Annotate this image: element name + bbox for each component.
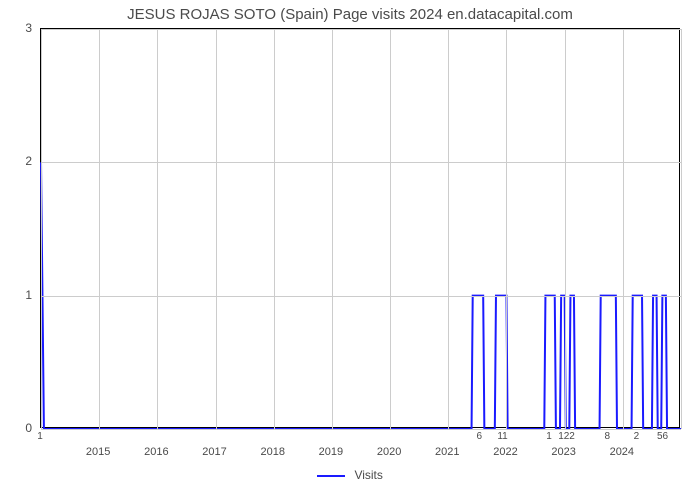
xtick-label: 2023 bbox=[551, 446, 575, 458]
sub-tick-label: 6 bbox=[476, 431, 482, 442]
ytick-label: 0 bbox=[12, 421, 32, 435]
xtick-label: 2018 bbox=[260, 446, 284, 458]
sub-tick-label: 8 bbox=[604, 431, 610, 442]
chart-container: { "chart": { "type": "line", "title": "J… bbox=[0, 0, 700, 500]
sub-tick-label: 2 bbox=[634, 431, 640, 442]
xtick-label: 2017 bbox=[202, 446, 226, 458]
gridline-vertical bbox=[216, 29, 217, 429]
xtick-label: 2016 bbox=[144, 446, 168, 458]
legend-label: Visits bbox=[354, 468, 382, 482]
gridline-vertical bbox=[623, 29, 624, 429]
ytick-label: 1 bbox=[12, 288, 32, 302]
chart-title: JESUS ROJAS SOTO (Spain) Page visits 202… bbox=[0, 6, 700, 23]
legend: Visits bbox=[0, 468, 700, 482]
xtick-label: 2015 bbox=[86, 446, 110, 458]
gridline-vertical bbox=[565, 29, 566, 429]
gridline-vertical bbox=[157, 29, 158, 429]
gridline-vertical bbox=[390, 29, 391, 429]
xtick-label: 2024 bbox=[610, 446, 634, 458]
sub-tick-label: 1 bbox=[546, 431, 552, 442]
xtick-label: 2020 bbox=[377, 446, 401, 458]
sub-tick-label: 122 bbox=[558, 431, 575, 442]
ytick-label: 3 bbox=[12, 21, 32, 35]
sub-tick-label: 11 bbox=[497, 431, 507, 442]
gridline-vertical bbox=[681, 29, 682, 429]
gridline-horizontal bbox=[41, 162, 681, 163]
ytick-label: 2 bbox=[12, 154, 32, 168]
gridline-horizontal bbox=[41, 29, 681, 30]
gridline-vertical bbox=[99, 29, 100, 429]
legend-swatch bbox=[317, 475, 345, 477]
sub-tick-label: 1 bbox=[37, 431, 43, 442]
gridline-horizontal bbox=[41, 429, 681, 430]
gridline-vertical bbox=[506, 29, 507, 429]
gridline-vertical bbox=[448, 29, 449, 429]
xtick-label: 2019 bbox=[319, 446, 343, 458]
sub-tick-label: 56 bbox=[657, 431, 668, 442]
xtick-label: 2021 bbox=[435, 446, 459, 458]
gridline-vertical bbox=[274, 29, 275, 429]
xtick-label: 2022 bbox=[493, 446, 517, 458]
plot-area bbox=[40, 28, 680, 428]
gridline-vertical bbox=[41, 29, 42, 429]
line-series bbox=[41, 29, 681, 429]
gridline-horizontal bbox=[41, 296, 681, 297]
gridline-vertical bbox=[332, 29, 333, 429]
